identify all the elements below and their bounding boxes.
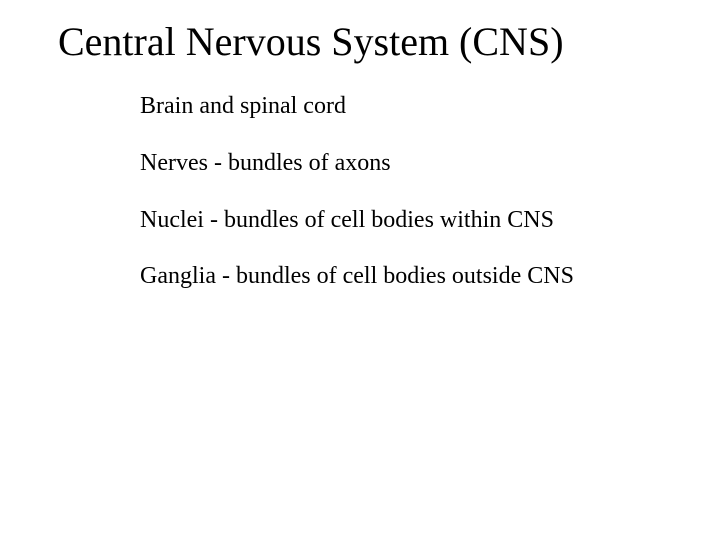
list-item: Ganglia - bundles of cell bodies outside…: [140, 262, 720, 291]
slide-title: Central Nervous System (CNS): [0, 18, 720, 66]
list-item: Nuclei - bundles of cell bodies within C…: [140, 206, 720, 235]
list-item: Nerves - bundles of axons: [140, 149, 720, 178]
slide-content: Brain and spinal cord Nerves - bundles o…: [0, 66, 720, 291]
list-item: Brain and spinal cord: [140, 92, 720, 121]
slide-container: Central Nervous System (CNS) Brain and s…: [0, 0, 720, 540]
